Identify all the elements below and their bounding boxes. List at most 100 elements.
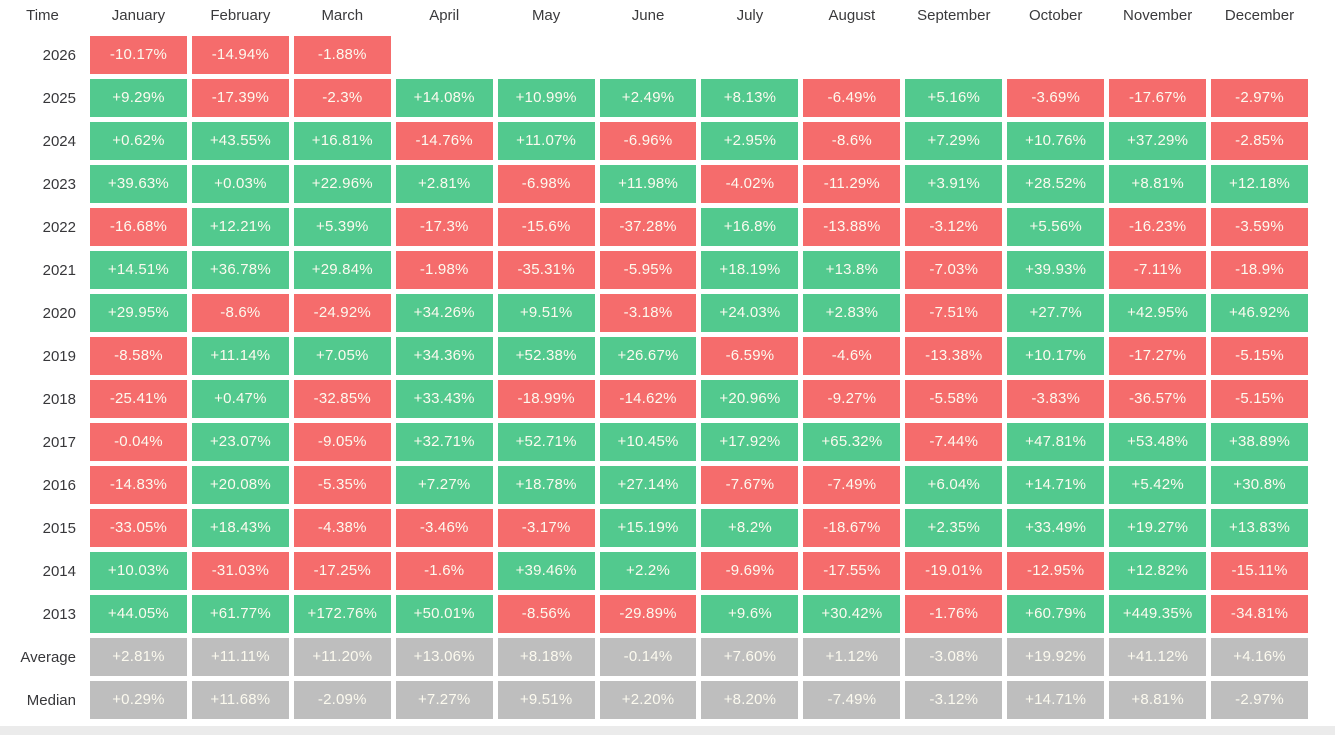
table-cell: +172.76% [293, 595, 391, 633]
table-cell: -3.83% [1007, 380, 1105, 418]
row-label: 2024 [42, 132, 76, 150]
table-row: 2017 -0.04% +23.07% -9.05% +32.71% +52.71% +10… [0, 423, 1308, 461]
table-cell: -5.15% [1211, 380, 1308, 418]
table-cell-empty [600, 36, 697, 74]
header-time: Time [26, 7, 59, 24]
table-cell: +12.82% [1109, 552, 1207, 590]
table-cell: +12.21% [191, 208, 289, 246]
table-cell: +33.43% [395, 380, 493, 418]
table-cell: +2.81% [395, 165, 493, 203]
table-cell: +60.79% [1007, 595, 1105, 633]
table-cell: -17.25% [293, 552, 391, 590]
table-cell: +7.27% [395, 681, 493, 719]
table-cell: -17.67% [1109, 79, 1207, 117]
table-cell-empty [803, 36, 900, 74]
row-label: 2026 [42, 46, 76, 64]
table-cell: +52.71% [497, 423, 595, 461]
table-cell: +14.51% [90, 251, 187, 289]
table-cell: -15.6% [497, 208, 595, 246]
table-cell: -7.49% [803, 466, 901, 504]
table-cell: +39.46% [497, 552, 595, 590]
table-cell: +50.01% [395, 595, 493, 633]
row-label: 2022 [42, 218, 76, 236]
table-cell: +22.96% [293, 165, 391, 203]
header-month: December [1224, 7, 1295, 24]
table-cell: -3.18% [599, 294, 697, 332]
table-cell: -17.55% [803, 552, 901, 590]
table-row: 2023 +39.63% +0.03% +22.96% +2.81% -6.98% +11.… [0, 165, 1308, 203]
table-cell: +10.17% [1007, 337, 1105, 375]
table-cell: +0.03% [191, 165, 289, 203]
table-cell: +2.95% [701, 122, 799, 160]
table-cell-empty [1007, 36, 1104, 74]
table-cell: +14.71% [1007, 681, 1105, 719]
table-cell: -17.3% [395, 208, 493, 246]
header-month: July [736, 7, 764, 24]
table-cell: +2.2% [599, 552, 697, 590]
table-cell: +1.12% [803, 638, 901, 676]
table-cell: +15.19% [599, 509, 697, 547]
table-cell: -8.56% [497, 595, 595, 633]
table-cell: -7.11% [1109, 251, 1207, 289]
header-month: April [429, 7, 460, 24]
table-row: 2025 +9.29% -17.39% -2.3% +14.08% +10.99% +2.4… [0, 79, 1308, 117]
table-cell: +32.71% [395, 423, 493, 461]
monthly-returns-table: Time January February March April May June Jul… [0, 7, 1308, 719]
table-row: 2026 -10.17% -14.94% -1.88% [0, 36, 1308, 74]
table-cell: +27.7% [1007, 294, 1105, 332]
table-cell: -36.57% [1109, 380, 1207, 418]
row-label: 2019 [42, 347, 76, 365]
row-label: 2021 [42, 261, 76, 279]
table-cell: +9.6% [701, 595, 799, 633]
table-cell: +10.03% [90, 552, 187, 590]
table-cell: -8.58% [90, 337, 187, 375]
table-cell: -14.83% [90, 466, 187, 504]
table-cell: +16.8% [701, 208, 799, 246]
table-row: 2016 -14.83% +20.08% -5.35% +7.27% +18.78% +27… [0, 466, 1308, 504]
table-cell: -32.85% [293, 380, 391, 418]
table-cell: +2.83% [803, 294, 901, 332]
table-cell: -35.31% [497, 251, 595, 289]
row-label: 2023 [42, 175, 76, 193]
table-cell: -19.01% [905, 552, 1003, 590]
row-label: 2020 [42, 304, 76, 322]
table-cell: +19.92% [1007, 638, 1105, 676]
table-cell: +18.43% [191, 509, 289, 547]
row-label: Average [20, 648, 76, 666]
table-cell: +11.11% [191, 638, 289, 676]
table-cell: +38.89% [1211, 423, 1308, 461]
table-cell: -17.39% [191, 79, 289, 117]
table-row: Median +0.29% +11.68% -2.09% +7.27% +9.51% +2.… [0, 681, 1308, 719]
table-cell: +27.14% [599, 466, 697, 504]
table-cell: -6.49% [803, 79, 901, 117]
table-row: 2018 -25.41% +0.47% -32.85% +33.43% -18.99% -1… [0, 380, 1308, 418]
table-cell: -3.12% [905, 208, 1003, 246]
table-cell: +2.20% [599, 681, 697, 719]
table-cell: -8.6% [191, 294, 289, 332]
table-cell: +5.16% [905, 79, 1003, 117]
table-cell: +8.81% [1109, 681, 1207, 719]
table-cell: +10.76% [1007, 122, 1105, 160]
table-cell: +449.35% [1109, 595, 1207, 633]
header-month: November [1123, 7, 1193, 24]
table-cell: -18.99% [497, 380, 595, 418]
table-cell: +41.12% [1109, 638, 1207, 676]
table-cell: +7.05% [293, 337, 391, 375]
table-cell: -1.98% [395, 251, 493, 289]
table-cell: +44.05% [90, 595, 187, 633]
table-cell: -1.76% [905, 595, 1003, 633]
table-cell: -34.81% [1211, 595, 1308, 633]
table-cell: +10.99% [497, 79, 595, 117]
table-row: 2015 -33.05% +18.43% -4.38% -3.46% -3.17% +15.… [0, 509, 1308, 547]
table-cell: -7.49% [803, 681, 901, 719]
table-cell: -4.6% [803, 337, 901, 375]
table-cell: +18.78% [497, 466, 595, 504]
table-cell: +30.42% [803, 595, 901, 633]
table-cell: +7.60% [701, 638, 799, 676]
header-month: September [917, 7, 991, 24]
table-cell: -6.98% [497, 165, 595, 203]
table-cell-empty [498, 36, 595, 74]
table-cell: +24.03% [701, 294, 799, 332]
table-cell: -4.38% [293, 509, 391, 547]
table-cell: +46.92% [1211, 294, 1308, 332]
